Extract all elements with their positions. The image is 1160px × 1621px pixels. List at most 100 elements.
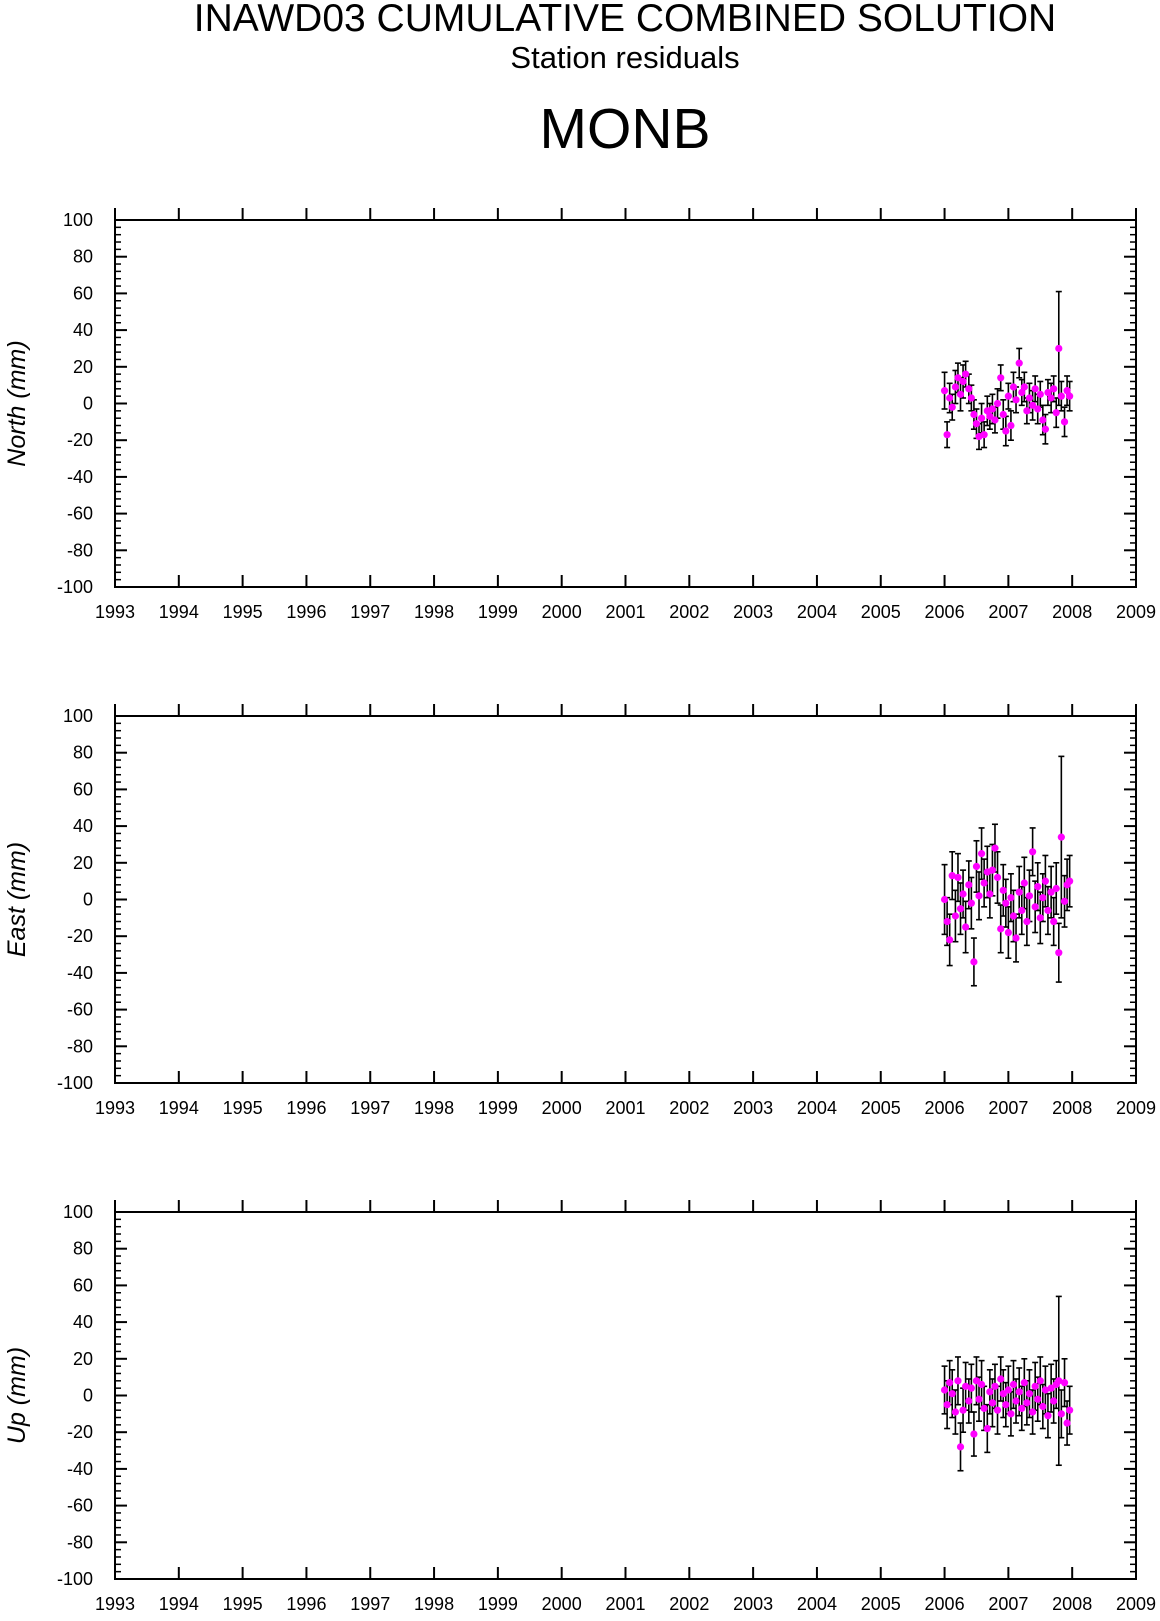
data-point: [1052, 884, 1060, 893]
data-point: [1020, 1379, 1028, 1387]
x-tick-label: 2006: [925, 602, 965, 622]
y-tick-label: -80: [67, 1036, 93, 1056]
data-point: [1036, 914, 1044, 922]
data-point: [1060, 1379, 1069, 1387]
y-tick-label: -40: [67, 467, 93, 487]
y-tick-label: 80: [73, 743, 93, 763]
data-point: [1018, 1404, 1026, 1412]
x-tick-label: 1994: [159, 602, 199, 622]
data-point: [1050, 385, 1058, 393]
data-point: [951, 912, 960, 920]
data-point: [1050, 917, 1058, 926]
y-tick-label: 60: [73, 779, 93, 799]
y-tick-label: -80: [67, 540, 93, 560]
x-tick-label: 1996: [286, 1098, 326, 1118]
x-tick-label: 2003: [733, 1098, 773, 1118]
data-point: [948, 1390, 956, 1398]
data-point: [1031, 385, 1039, 393]
data-point: [972, 420, 981, 428]
data-point: [1009, 912, 1018, 920]
data-point: [988, 866, 997, 874]
x-tick-label: 2000: [542, 602, 582, 622]
data-point: [1029, 401, 1037, 409]
data-point: [1044, 906, 1052, 915]
y-tick-label: 20: [73, 357, 93, 377]
data-point: [1004, 392, 1012, 400]
y-tick-label: 0: [83, 394, 93, 414]
x-tick-label: 2007: [988, 602, 1028, 622]
x-tick-label: 2006: [925, 1594, 965, 1614]
y-tick-label: 0: [83, 1386, 93, 1406]
x-tick-label: 2005: [861, 602, 901, 622]
x-tick-label: 2004: [797, 1098, 837, 1118]
data-point: [951, 1408, 960, 1416]
data-point: [1023, 917, 1031, 926]
x-tick-label: 1999: [478, 1098, 518, 1118]
data-point: [1057, 392, 1065, 400]
up-plot-frame: [114, 1211, 1137, 1580]
data-point: [1015, 1388, 1023, 1396]
x-tick-label: 2008: [1052, 602, 1092, 622]
data-point: [999, 410, 1007, 419]
data-point: [962, 1382, 970, 1390]
y-tick-label: -100: [57, 1073, 93, 1093]
data-point: [1031, 903, 1039, 911]
data-point: [954, 374, 962, 382]
x-tick-label: 2004: [797, 1594, 837, 1614]
data-point: [1055, 1377, 1063, 1385]
up-panel: 1993 1994 1995 1996 1997 1998 1999 2000 2001 2002…: [3, 1200, 1156, 1614]
x-tick-label: 2007: [988, 1594, 1028, 1614]
y-tick-label: -20: [67, 926, 93, 946]
data-point: [1052, 409, 1060, 417]
data-point: [977, 850, 986, 858]
x-tick-label: 2002: [669, 1594, 709, 1614]
data-point: [956, 905, 965, 913]
x-tick-label: 2005: [861, 1098, 901, 1118]
data-point: [1057, 1410, 1065, 1418]
y-tick-label: 60: [73, 1275, 93, 1295]
data-point: [962, 370, 970, 378]
y-tick-label: 40: [73, 320, 93, 340]
data-point: [980, 431, 988, 439]
data-point: [1023, 407, 1031, 415]
data-point: [943, 917, 951, 926]
data-point: [948, 403, 956, 411]
chart-title: INAWD03 CUMULATIVE COMBINED SOLUTION: [193, 0, 1057, 40]
data-point: [997, 925, 1005, 933]
data-point: [1029, 848, 1037, 856]
data-point: [943, 431, 951, 439]
data-point: [1041, 877, 1049, 885]
x-tick-label: 1999: [478, 1594, 518, 1614]
x-tick-label: 2009: [1116, 1098, 1156, 1118]
data-point: [1025, 892, 1034, 900]
data-point: [1031, 1382, 1039, 1390]
data-point: [1012, 396, 1020, 404]
data-point: [1015, 359, 1023, 367]
data-point: [1029, 1408, 1037, 1416]
y-tick-label: 40: [73, 1312, 93, 1332]
y-tick-label: -100: [57, 577, 93, 597]
data-point: [1041, 425, 1049, 433]
x-tick-label: 1995: [223, 1098, 263, 1118]
x-tick-label: 1999: [478, 602, 518, 622]
data-point: [1057, 833, 1065, 841]
data-point: [1002, 1401, 1010, 1409]
x-tick-label: 1994: [159, 1098, 199, 1118]
data-point: [972, 862, 981, 871]
y-tick-label: -60: [67, 1000, 93, 1020]
data-point: [1063, 1419, 1071, 1427]
y-tick-label: -20: [67, 1422, 93, 1442]
data-point: [991, 844, 999, 852]
data-point: [940, 387, 949, 395]
data-point: [1034, 405, 1042, 413]
data-point: [1060, 418, 1069, 426]
x-tick-label: 2000: [542, 1594, 582, 1614]
data-point: [959, 1406, 967, 1414]
east-panel: 1993 1994 1995 1996 1997 1998 1999 2000 2001 2002…: [3, 704, 1156, 1118]
x-tick-label: 2002: [669, 1098, 709, 1118]
north-panel: 1993 1994 1995 1996 1997 1998 1999 2000 2001 2002…: [3, 208, 1156, 622]
data-point: [946, 1379, 954, 1387]
data-point: [959, 377, 967, 386]
x-tick-label: 2009: [1116, 1594, 1156, 1614]
